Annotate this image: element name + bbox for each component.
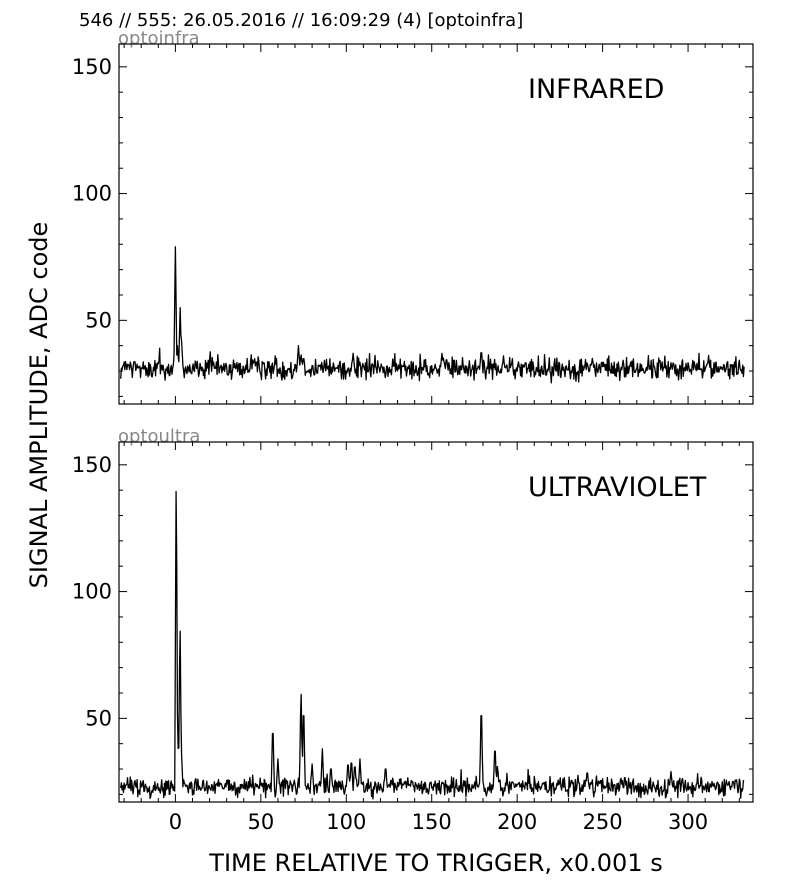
plot-frame-infrared	[118, 43, 754, 405]
plot-frame-ultraviolet	[118, 441, 754, 803]
y-tick-label-ultraviolet: 50	[85, 706, 112, 730]
x-tick-label: 150	[412, 810, 452, 834]
x-axis-label: TIME RELATIVE TO TRIGGER, x0.001 s	[208, 849, 662, 877]
y-tick-label-infrared: 100	[72, 182, 112, 206]
x-tick-label: 50	[247, 810, 274, 834]
figure-title: 546 // 555: 26.05.2016 // 16:09:29 (4) […	[79, 10, 523, 31]
x-tick-label: 100	[326, 810, 366, 834]
y-tick-label-infrared: 150	[72, 55, 112, 79]
x-tick-label: 250	[583, 810, 623, 834]
y-tick-label-ultraviolet: 100	[72, 580, 112, 604]
signal-trace-infrared	[120, 246, 745, 384]
y-axis-label: SIGNAL AMPLITUDE, ADC code	[25, 222, 53, 589]
panel-infrared: optoinfra INFRARED 50 100 150	[72, 28, 754, 405]
x-tick-label: 200	[497, 810, 537, 834]
ticks-infrared	[119, 44, 753, 404]
x-tick-labels: 0 50 100 150 200 250 300	[169, 810, 708, 834]
signal-trace-ultraviolet	[120, 490, 745, 800]
y-tick-label-ultraviolet: 150	[72, 453, 112, 477]
panel-label-ultraviolet: ULTRAVIOLET	[528, 472, 707, 503]
panel-ultraviolet: optoultra ULTRAVIOLET 50 100 150	[72, 426, 754, 803]
x-tick-label: 300	[668, 810, 708, 834]
panel-tag-ultraviolet: optoultra	[118, 426, 200, 447]
ticks-ultraviolet	[119, 442, 753, 802]
panel-label-infrared: INFRARED	[528, 74, 664, 105]
y-tick-label-infrared: 50	[85, 308, 112, 332]
x-tick-label: 0	[169, 810, 182, 834]
panel-tag-infrared: optoinfra	[118, 28, 200, 49]
